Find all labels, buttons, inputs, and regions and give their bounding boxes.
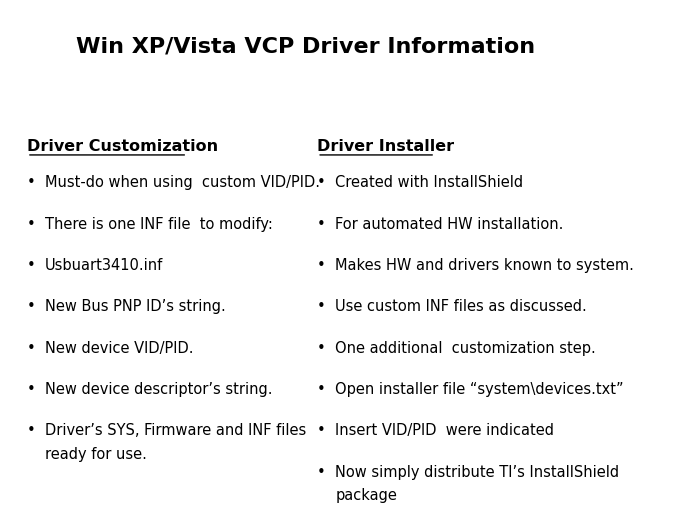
Text: •: • bbox=[27, 340, 36, 355]
Text: Driver’s SYS, Firmware and INF files: Driver’s SYS, Firmware and INF files bbox=[45, 423, 307, 437]
Text: Must-do when using  custom VID/PID.: Must-do when using custom VID/PID. bbox=[45, 175, 320, 190]
Text: •: • bbox=[27, 216, 36, 231]
Text: New device VID/PID.: New device VID/PID. bbox=[45, 340, 193, 355]
Text: •: • bbox=[27, 381, 36, 396]
Text: •: • bbox=[317, 464, 326, 479]
Text: •: • bbox=[27, 299, 36, 314]
Text: package: package bbox=[336, 487, 397, 502]
Text: Win XP/Vista VCP Driver Information: Win XP/Vista VCP Driver Information bbox=[75, 37, 534, 57]
Text: •: • bbox=[317, 381, 326, 396]
Text: •: • bbox=[317, 216, 326, 231]
Text: New device descriptor’s string.: New device descriptor’s string. bbox=[45, 381, 272, 396]
Text: •: • bbox=[317, 299, 326, 314]
Text: •: • bbox=[317, 340, 326, 355]
Text: Driver Customization: Driver Customization bbox=[27, 139, 218, 154]
Text: Open installer file “system\devices.txt”: Open installer file “system\devices.txt” bbox=[336, 381, 624, 396]
Text: •: • bbox=[27, 258, 36, 273]
Text: New Bus PNP ID’s string.: New Bus PNP ID’s string. bbox=[45, 299, 226, 314]
Text: •: • bbox=[27, 175, 36, 190]
Text: Makes HW and drivers known to system.: Makes HW and drivers known to system. bbox=[336, 258, 634, 273]
Text: One additional  customization step.: One additional customization step. bbox=[336, 340, 596, 355]
Text: Driver Installer: Driver Installer bbox=[317, 139, 454, 154]
Text: There is one INF file  to modify:: There is one INF file to modify: bbox=[45, 216, 273, 231]
Text: •: • bbox=[317, 175, 326, 190]
Text: ready for use.: ready for use. bbox=[45, 446, 147, 461]
Text: •: • bbox=[27, 423, 36, 437]
Text: •: • bbox=[317, 423, 326, 437]
Text: Use custom INF files as discussed.: Use custom INF files as discussed. bbox=[336, 299, 587, 314]
Text: •: • bbox=[317, 258, 326, 273]
Text: Usbuart3410.inf: Usbuart3410.inf bbox=[45, 258, 163, 273]
Text: Created with InstallShield: Created with InstallShield bbox=[336, 175, 524, 190]
Text: Now simply distribute TI’s InstallShield: Now simply distribute TI’s InstallShield bbox=[336, 464, 619, 479]
Text: Insert VID/PID  were indicated: Insert VID/PID were indicated bbox=[336, 423, 554, 437]
Text: For automated HW installation.: For automated HW installation. bbox=[336, 216, 563, 231]
